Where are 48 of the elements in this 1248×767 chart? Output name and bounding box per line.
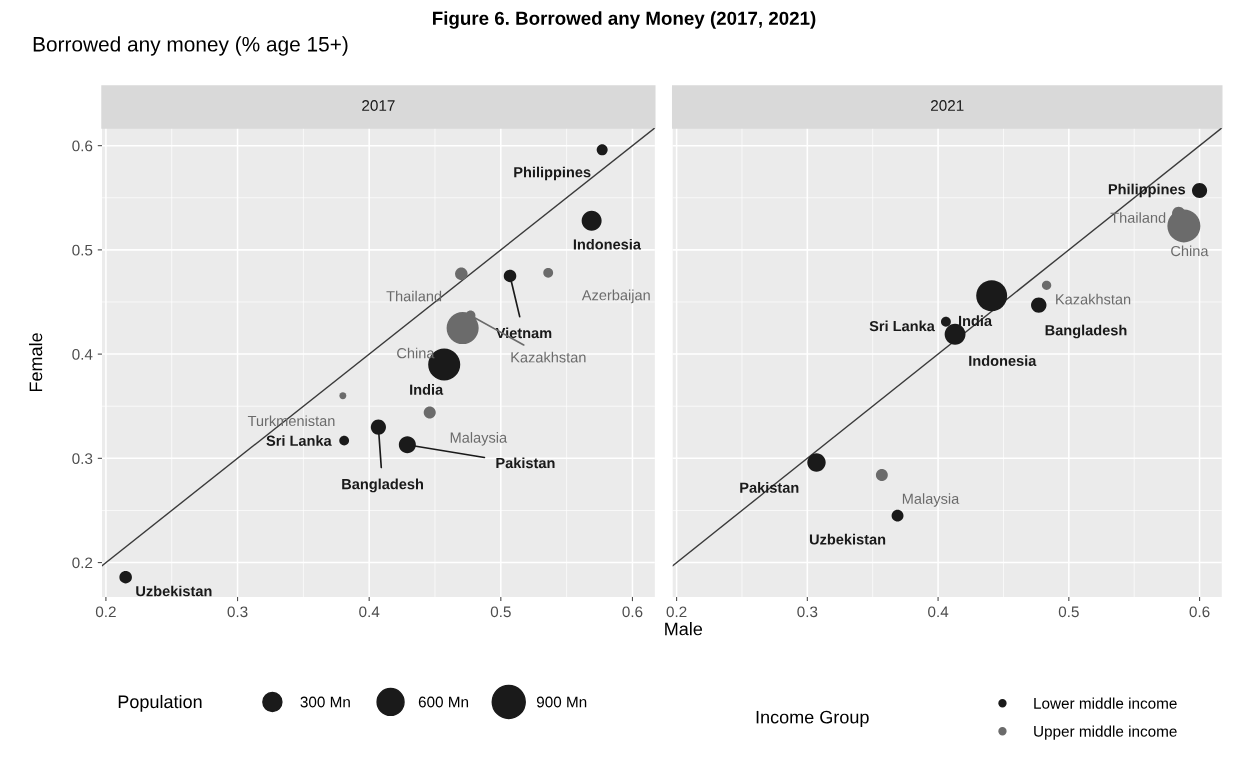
annotation: Thailand: [1110, 212, 1166, 223]
y-axis-title: Female: [29, 333, 43, 392]
x-tick-label: 0.6: [622, 606, 643, 618]
annotation: Indonesia: [969, 355, 1037, 366]
annotation: Sri Lanka: [869, 320, 935, 332]
chart-title: 2017: [362, 100, 395, 111]
annotation: Bangladesh: [1045, 324, 1127, 339]
x-tick-label: 0.6: [1189, 606, 1210, 618]
legend-label: 300 Mn: [300, 696, 350, 708]
y-tick-label: 0.3: [72, 453, 93, 465]
annotation: Bangladesh: [342, 478, 423, 493]
legend-label: 600 Mn: [418, 696, 469, 708]
y-tick-label: 0.6: [72, 140, 93, 152]
x-tick-label: 0.4: [359, 606, 380, 618]
x-axis-title: Male: [665, 622, 703, 636]
annotation: India: [410, 384, 444, 395]
y-tick-label: 0.5: [72, 244, 93, 256]
x-tick-label: 0.3: [227, 606, 248, 618]
legend-label: Upper middle income: [1034, 725, 1177, 740]
annotation: Azerbaijan: [581, 289, 650, 304]
annotation: Malaysia: [902, 493, 960, 507]
annotation: China: [1171, 245, 1209, 257]
x-tick-label: 0.4: [928, 606, 949, 618]
annotation: Philippines: [514, 166, 591, 181]
annotation: China: [397, 347, 435, 359]
legend-title: Income Group: [756, 710, 869, 728]
annotation: Kazakhstan: [1056, 293, 1131, 305]
annotation: Thailand: [386, 290, 442, 302]
y-tick-label: 0.4: [72, 348, 93, 360]
annotation: Pakistan: [496, 457, 555, 469]
legend-label: Lower middle income: [1034, 697, 1177, 709]
x-tick-label: 0.2: [666, 606, 687, 618]
x-tick-label: 0.5: [490, 606, 511, 618]
x-tick-label: 0.3: [797, 606, 818, 618]
x-tick-label: 0.2: [95, 606, 116, 618]
annotation: Uzbekistan: [136, 585, 212, 597]
chart-title: 2021: [931, 100, 964, 111]
legend-title: Population: [118, 694, 202, 712]
annotation: Uzbekistan: [809, 533, 886, 545]
caption: Figure 6. Borrowed any Money (2017, 2021): [433, 11, 816, 29]
annotation: Indonesia: [573, 238, 642, 250]
y-tick-label: 0.2: [72, 557, 93, 569]
legend-label: 900 Mn: [536, 696, 587, 708]
annotation: Kazakhstan: [511, 351, 586, 363]
x-tick-label: 0.5: [1058, 606, 1079, 618]
annotation: Sri Lanka: [266, 435, 332, 446]
annotation: Malaysia: [450, 432, 508, 446]
chart-subtitle: Borrowed any money (% age 15+): [33, 36, 348, 56]
